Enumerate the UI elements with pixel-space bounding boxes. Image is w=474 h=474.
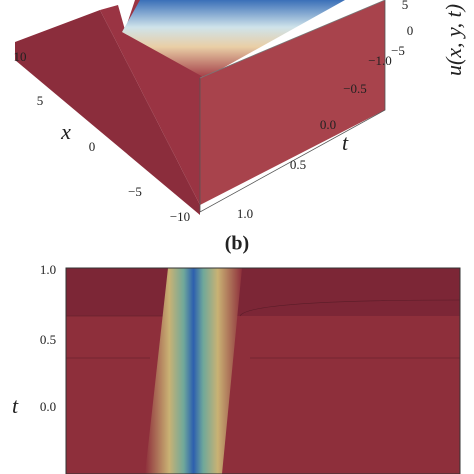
box-edge	[199, 0, 386, 79]
side-face	[200, 0, 385, 205]
frame	[65, 267, 461, 474]
t-tick-label: 0.5	[40, 332, 56, 347]
x-tick-label: 10	[14, 49, 27, 64]
contour-band	[66, 268, 460, 316]
box-edges	[199, 0, 386, 213]
t-axis-label: t	[342, 130, 349, 155]
ridge-face	[122, 0, 345, 78]
x-tick-label: −5	[128, 184, 142, 199]
t-tick-label: −1.0	[368, 53, 392, 68]
t-tick-label: −0.5	[343, 81, 367, 96]
u-tick-label: 5	[402, 0, 409, 12]
t-tick-label: 0.5	[290, 157, 306, 172]
floor-face	[15, 10, 200, 215]
x-tick-label: 5	[37, 93, 44, 108]
t-axis-label: t	[12, 393, 19, 418]
surface-plot	[15, 0, 386, 215]
t-tick-label: 0.0	[40, 399, 56, 414]
t-tick-label: 0.0	[320, 117, 336, 132]
caption: (b)	[225, 233, 249, 255]
x-tick-label: 0	[89, 139, 96, 154]
contour-plot	[65, 267, 461, 474]
soliton-stripe	[145, 268, 242, 474]
x-tick-label: −10	[170, 209, 190, 224]
t-tick-label: 1.0	[237, 206, 253, 221]
contour-line	[66, 299, 461, 317]
u-axis-label: u(x, y, t)	[441, 4, 466, 76]
u-tick-label: −5	[391, 43, 405, 58]
t-tick-label: 1.0	[40, 262, 56, 277]
x-axis-label: x	[60, 119, 71, 144]
u-tick-label: 0	[407, 23, 414, 38]
